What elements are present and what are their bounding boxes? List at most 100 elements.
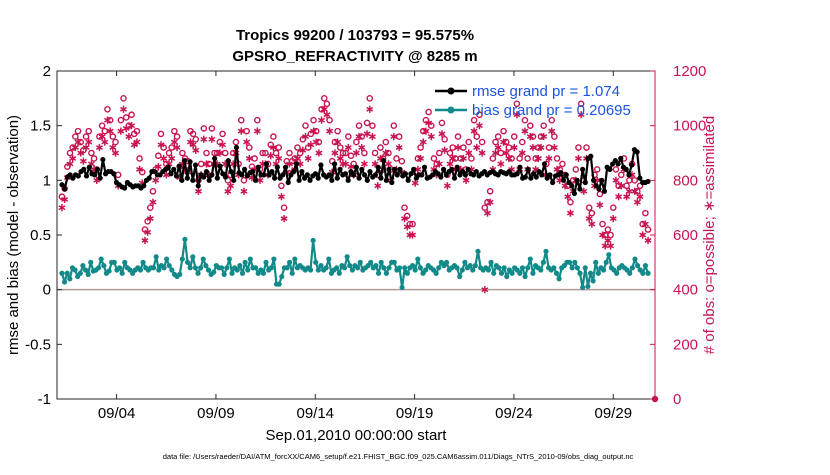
rmse-point (451, 175, 458, 181)
obs-assimilated-marker (607, 242, 615, 250)
rmse-point (389, 179, 395, 186)
bias-point (600, 267, 607, 273)
obs-assimilated-marker (323, 111, 331, 119)
obs-assimilated-marker-stroke (173, 145, 181, 150)
obs-assimilated-marker (577, 111, 585, 119)
bias-point (593, 259, 599, 265)
obs-assimilated-marker-stroke (566, 210, 574, 216)
rmse-point (569, 183, 575, 189)
rmse-point (550, 179, 556, 186)
obs-assimilated-marker-stroke (513, 112, 521, 118)
bias-point (211, 269, 217, 275)
obs-assimilated-marker (109, 143, 117, 152)
obs-assimilated-marker (157, 141, 165, 149)
bias-point (234, 267, 240, 273)
obs-assimilated-marker (269, 143, 277, 152)
bias-point (485, 267, 492, 273)
obs-assimilated-marker (395, 143, 403, 152)
bias-point (606, 252, 612, 258)
bias-point (459, 267, 465, 273)
obs-assimilated-marker (636, 193, 644, 201)
obs-possible-marker (294, 144, 301, 151)
obs-possible-marker (585, 204, 593, 211)
obs-assimilated-marker-stroke (245, 156, 253, 161)
obs-assimilated-marker (599, 231, 607, 239)
obs-possible-marker (98, 122, 106, 129)
bias-point (409, 263, 416, 269)
obs-assimilated-marker (69, 154, 77, 163)
obs-possible-marker (473, 133, 481, 140)
obs-assimilated-marker (422, 127, 430, 135)
obs-possible-marker (355, 122, 363, 129)
obs-assimilated-marker-stroke (617, 183, 625, 189)
bias-point (111, 259, 117, 265)
obs-assimilated-marker-stroke (615, 194, 623, 200)
x-axis-ticks: 09/04 09/09 09/14 09/19 09/24 09/29 (98, 71, 632, 422)
obs-assimilated-marker-stroke (71, 145, 79, 150)
obs-possible-marker (339, 149, 347, 157)
rmse-point (274, 164, 280, 170)
obs-possible-marker (494, 133, 502, 140)
obs-possible-marker (642, 209, 649, 217)
rmse-point (372, 172, 379, 178)
obs-possible-marker (481, 204, 489, 211)
obs-possible-marker (88, 149, 95, 157)
obs-possible-marker (243, 127, 250, 135)
x-tick-label: 09/04 (98, 405, 136, 422)
obs-possible-marker (82, 133, 90, 140)
obs-assimilated-marker-stroke (494, 145, 502, 150)
obs-assimilated-marker (146, 215, 154, 223)
rmse-point (386, 166, 392, 172)
bias-point (454, 265, 460, 271)
obs-assimilated-marker (497, 160, 505, 168)
bias-point (101, 263, 107, 269)
y-left-tick-label: 1 (43, 172, 51, 189)
obs-assimilated-marker-stroke (633, 199, 641, 205)
obs-possible-marker (278, 182, 285, 190)
y-right-tick-label: 1000 (673, 118, 706, 135)
obs-assimilated-marker-stroke (540, 134, 548, 140)
rmse-point (195, 183, 201, 189)
obs-assimilated-marker-stroke (85, 139, 93, 145)
rmse-point (282, 164, 289, 170)
rmse-series (59, 144, 651, 197)
obs-assimilated-marker (438, 130, 446, 138)
obs-assimilated-marker (360, 160, 368, 168)
obs-possible-marker (409, 220, 416, 228)
obs-assimilated-marker (61, 195, 69, 204)
rmse-point (402, 171, 409, 177)
y-axis-left-label: rmse and bias (model - observation) (5, 115, 22, 355)
obs-assimilated-marker (173, 143, 181, 152)
obs-possible-marker (401, 204, 408, 211)
obs-assimilated-marker-stroke (66, 161, 74, 167)
obs-assimilated-marker-stroke (441, 147, 449, 153)
obs-assimilated-marker-stroke (120, 106, 128, 112)
obs-possible-marker (510, 133, 518, 140)
bias-point (137, 267, 144, 273)
obs-assimilated-marker (596, 201, 604, 209)
rmse-point (217, 163, 223, 169)
bias-point (268, 265, 274, 271)
obs-assimilated-marker (441, 146, 449, 154)
obs-assimilated-marker-stroke (79, 158, 87, 164)
obs-assimilated-marker (58, 204, 66, 212)
legend-rmse-marker (447, 87, 455, 95)
obs-assimilated-marker (486, 198, 494, 206)
bias-point (61, 279, 68, 285)
rmse-point (394, 172, 400, 178)
obs-assimilated-marker-stroke (454, 145, 462, 150)
obs-assimilated-marker (101, 138, 109, 146)
obs-assimilated-marker-stroke (422, 128, 430, 134)
bias-point (642, 263, 649, 269)
bias-point (85, 271, 91, 277)
bias-point (587, 270, 594, 276)
obs-assimilated-marker (315, 149, 323, 157)
rmse-point (560, 177, 567, 183)
bias-point (498, 270, 505, 276)
obs-assimilated-marker-stroke (577, 112, 585, 118)
rmse-point (214, 175, 220, 181)
obs-possible-marker (513, 100, 521, 108)
bias-point (519, 265, 526, 271)
obs-assimilated-marker (401, 215, 409, 223)
obs-possible-marker (334, 127, 341, 135)
